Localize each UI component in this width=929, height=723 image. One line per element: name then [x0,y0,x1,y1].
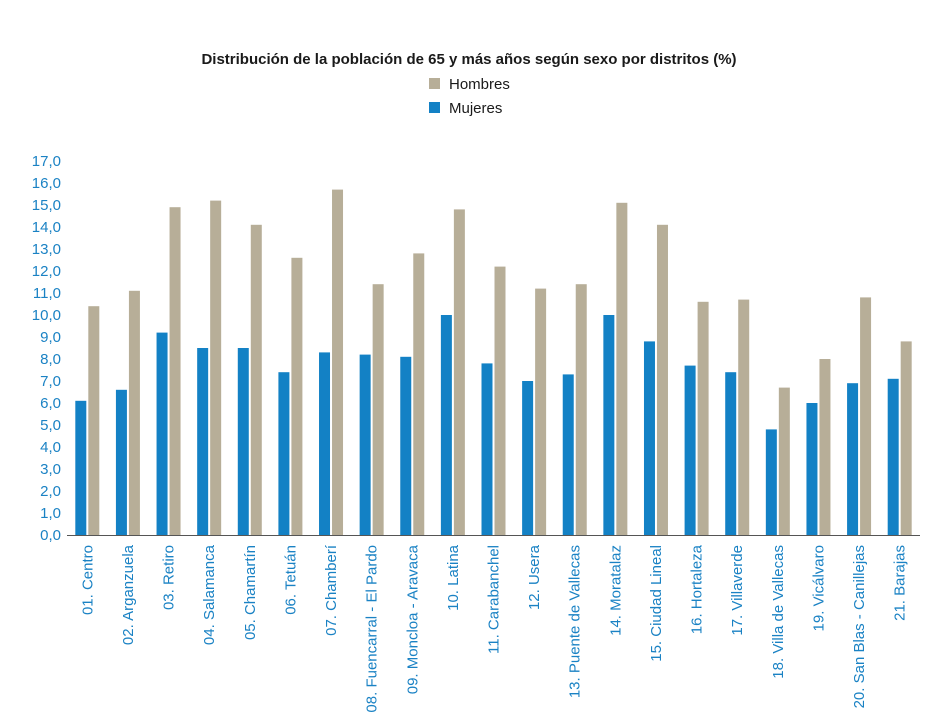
bar-mujeres [806,403,817,535]
bar-hombres [454,209,465,535]
x-tick-label: 09. Moncloa - Aravaca [404,544,421,694]
x-tick-label: 17. Villaverde [729,545,746,636]
bar-hombres [657,225,668,535]
y-tick-label: 16,0 [32,175,61,192]
bar-hombres [170,207,181,535]
bars [75,190,911,535]
bar-mujeres [238,348,249,535]
y-tick-label: 8,0 [40,351,61,368]
y-tick-label: 17,0 [32,153,61,170]
x-tick-label: 03. Retiro [161,545,178,610]
x-tick-label: 06. Tetuán [282,545,299,615]
bar-mujeres [563,374,574,535]
legend-swatch-hombres [429,78,440,89]
y-tick-label: 12,0 [32,263,61,280]
x-tick-label: 07. Chamberí [323,544,340,636]
bar-hombres [819,359,830,535]
bar-mujeres [400,357,411,535]
x-tick-label: 19. Vicálvaro [810,545,827,631]
bar-mujeres [725,372,736,535]
bar-mujeres [360,355,371,535]
x-axis-ticks: 01. Centro 02. Arganzuela 03. Retiro 04. Sa… [79,544,908,712]
bar-mujeres [644,341,655,535]
y-axis-ticks: 0,0 1,0 2,0 3,0 4,0 5,0 6,0 7,0 8,0 9,0 10,0 11,0 12… [32,153,61,544]
bar-hombres [616,203,627,535]
y-tick-label: 1,0 [40,505,61,522]
bar-mujeres [685,366,696,535]
x-tick-label: 04. Salamanca [201,544,218,645]
x-tick-label: 16. Hortaleza [689,544,706,634]
legend-label-mujeres: Mujeres [449,100,502,117]
legend-swatch-mujeres [429,102,440,113]
y-tick-label: 3,0 [40,461,61,478]
bar-hombres [860,297,871,535]
bar-mujeres [116,390,127,535]
y-tick-label: 10,0 [32,307,61,324]
x-tick-label: 08. Fuencarral - El Pardo [364,545,381,713]
bar-mujeres [197,348,208,535]
x-tick-label: 12. Usera [526,544,543,610]
bar-mujeres [522,381,533,535]
x-tick-label: 10. Latina [445,544,462,611]
x-tick-label: 15. Ciudad Lineal [648,545,665,662]
x-tick-label: 13. Puente de Vallecas [567,545,584,698]
y-tick-label: 14,0 [32,219,61,236]
bar-mujeres [441,315,452,535]
x-tick-label: 02. Arganzuela [120,544,137,645]
y-tick-label: 7,0 [40,373,61,390]
bar-hombres [291,258,302,535]
bar-mujeres [75,401,86,535]
x-tick-label: 05. Chamartín [242,545,259,640]
bar-mujeres [278,372,289,535]
bar-mujeres [603,315,614,535]
bar-hombres [129,291,140,535]
bar-mujeres [157,333,168,535]
y-tick-label: 2,0 [40,483,61,500]
x-tick-label: 18. Villa de Vallecas [770,545,787,679]
legend-label-hombres: Hombres [449,76,510,93]
x-tick-label: 11. Carabanchel [486,545,503,654]
bar-mujeres [482,363,493,535]
bar-hombres [901,341,912,535]
bar-hombres [251,225,262,535]
y-tick-label: 13,0 [32,241,61,258]
x-tick-label: 20. San Blas - Canillejas [851,545,868,708]
bar-mujeres [319,352,330,535]
x-tick-label: 01. Centro [79,545,96,615]
y-tick-label: 5,0 [40,417,61,434]
y-tick-label: 6,0 [40,395,61,412]
y-tick-label: 4,0 [40,439,61,456]
bar-hombres [738,300,749,535]
bar-hombres [373,284,384,535]
x-tick-label: 14. Moratalaz [607,545,624,636]
bar-hombres [332,190,343,535]
bar-hombres [576,284,587,535]
y-tick-label: 0,0 [40,527,61,544]
legend: Hombres Mujeres [429,76,510,117]
bar-hombres [698,302,709,535]
bar-hombres [88,306,99,535]
bar-mujeres [888,379,899,535]
bar-hombres [779,388,790,535]
bar-hombres [495,267,506,535]
bar-mujeres [766,429,777,535]
bar-hombres [535,289,546,535]
bar-hombres [210,201,221,535]
y-tick-label: 15,0 [32,197,61,214]
bar-hombres [413,253,424,535]
y-tick-label: 9,0 [40,329,61,346]
bar-mujeres [847,383,858,535]
x-tick-label: 21. Barajas [892,545,909,621]
chart-title: Distribución de la población de 65 y más… [201,51,736,68]
y-tick-label: 11,0 [33,285,61,302]
